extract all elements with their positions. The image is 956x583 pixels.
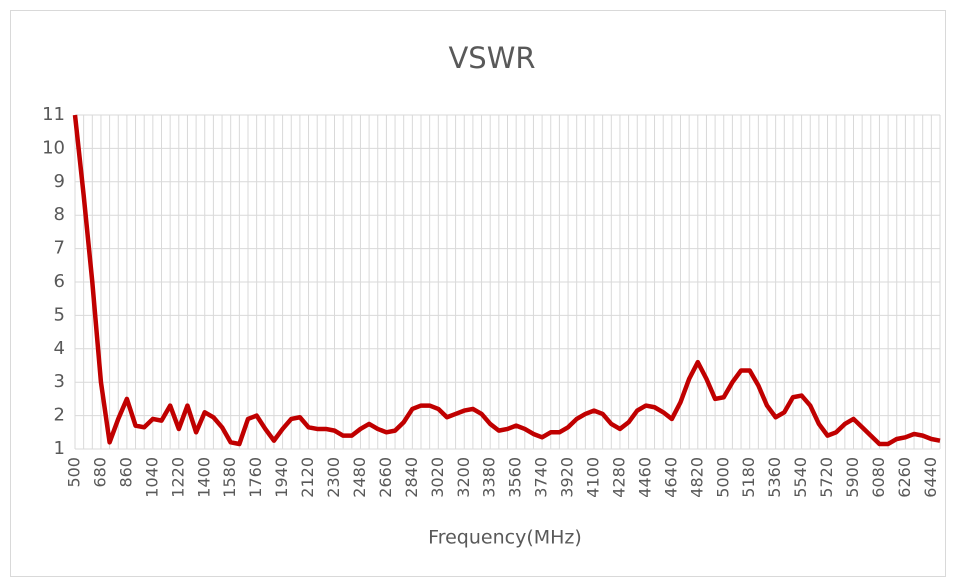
y-tick-label: 10 xyxy=(42,137,65,158)
x-tick-label: 1220 xyxy=(168,457,187,498)
x-tick-label: 4820 xyxy=(687,457,706,498)
data-line xyxy=(72,114,941,447)
x-tick-label: 5900 xyxy=(843,457,862,498)
x-tick-label: 1400 xyxy=(194,457,213,498)
x-tick-label: 6260 xyxy=(895,457,914,498)
y-tick-label: 1 xyxy=(54,438,65,459)
x-tick-label: 5180 xyxy=(739,457,758,498)
y-tick-label: 9 xyxy=(54,171,65,192)
x-tick-label: 5540 xyxy=(791,457,810,498)
x-tick-label: 4460 xyxy=(635,457,654,498)
x-tick-label: 1760 xyxy=(246,457,265,498)
x-tick-label: 1940 xyxy=(272,457,291,498)
x-tick-label: 2300 xyxy=(324,457,343,498)
x-tick-label: 4280 xyxy=(609,457,628,498)
x-tick-label: 3560 xyxy=(506,457,525,498)
x-tick-label: 3740 xyxy=(532,457,551,498)
x-tick-label: 2840 xyxy=(402,457,421,498)
x-tick-label: 2660 xyxy=(376,457,395,498)
x-tick-label: 6080 xyxy=(869,457,888,498)
x-tick-label: 6440 xyxy=(921,457,940,498)
x-tick-label: 4100 xyxy=(584,457,603,498)
x-tick-label: 3020 xyxy=(428,457,447,498)
chart-title: VSWR xyxy=(448,41,535,75)
y-tick-label: 3 xyxy=(54,371,65,392)
x-tick-label: 500 xyxy=(65,457,84,488)
x-tick-label: 4640 xyxy=(661,457,680,498)
x-tick-label: 860 xyxy=(116,457,135,488)
y-tick-label: 6 xyxy=(54,271,65,292)
x-tick-label: 1580 xyxy=(220,457,239,498)
y-tick-label: 2 xyxy=(54,405,65,426)
x-tick-label: 2480 xyxy=(350,457,369,498)
x-tick-label: 5720 xyxy=(817,457,836,498)
x-tick-label: 2120 xyxy=(298,457,317,498)
x-axis-title: Frequency(MHz) xyxy=(428,527,582,549)
chart-border xyxy=(10,10,946,577)
x-tick-label: 3380 xyxy=(480,457,499,498)
y-tick-label: 4 xyxy=(54,338,65,359)
x-tick-label: 3200 xyxy=(454,457,473,498)
x-tick-label: 1040 xyxy=(142,457,161,498)
x-tick-label: 5360 xyxy=(765,457,784,498)
x-tick-label: 5000 xyxy=(713,457,732,498)
y-tick-label: 7 xyxy=(54,238,65,259)
y-tick-label: 11 xyxy=(42,104,65,125)
y-tick-label: 5 xyxy=(54,304,65,325)
x-tick-label: 680 xyxy=(90,457,109,488)
y-tick-label: 8 xyxy=(54,204,65,225)
x-tick-label: 3920 xyxy=(558,457,577,498)
